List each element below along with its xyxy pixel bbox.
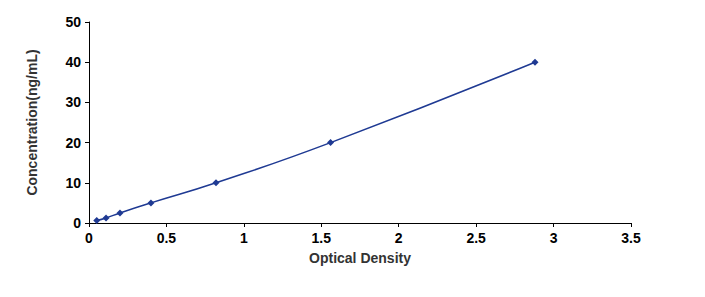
svg-text:10: 10 bbox=[65, 175, 81, 191]
svg-text:3: 3 bbox=[550, 230, 558, 246]
svg-text:Optical Density: Optical Density bbox=[309, 250, 411, 266]
svg-text:3.5: 3.5 bbox=[621, 230, 641, 246]
svg-text:1.5: 1.5 bbox=[312, 230, 332, 246]
svg-text:0: 0 bbox=[73, 215, 81, 231]
svg-text:20: 20 bbox=[65, 135, 81, 151]
svg-text:Concentration(ng/mL): Concentration(ng/mL) bbox=[24, 49, 40, 195]
svg-text:50: 50 bbox=[65, 14, 81, 30]
svg-text:0: 0 bbox=[85, 230, 93, 246]
svg-text:2: 2 bbox=[395, 230, 403, 246]
svg-text:1: 1 bbox=[240, 230, 248, 246]
svg-text:2.5: 2.5 bbox=[466, 230, 486, 246]
svg-text:30: 30 bbox=[65, 94, 81, 110]
svg-text:0.5: 0.5 bbox=[157, 230, 177, 246]
svg-text:40: 40 bbox=[65, 54, 81, 70]
